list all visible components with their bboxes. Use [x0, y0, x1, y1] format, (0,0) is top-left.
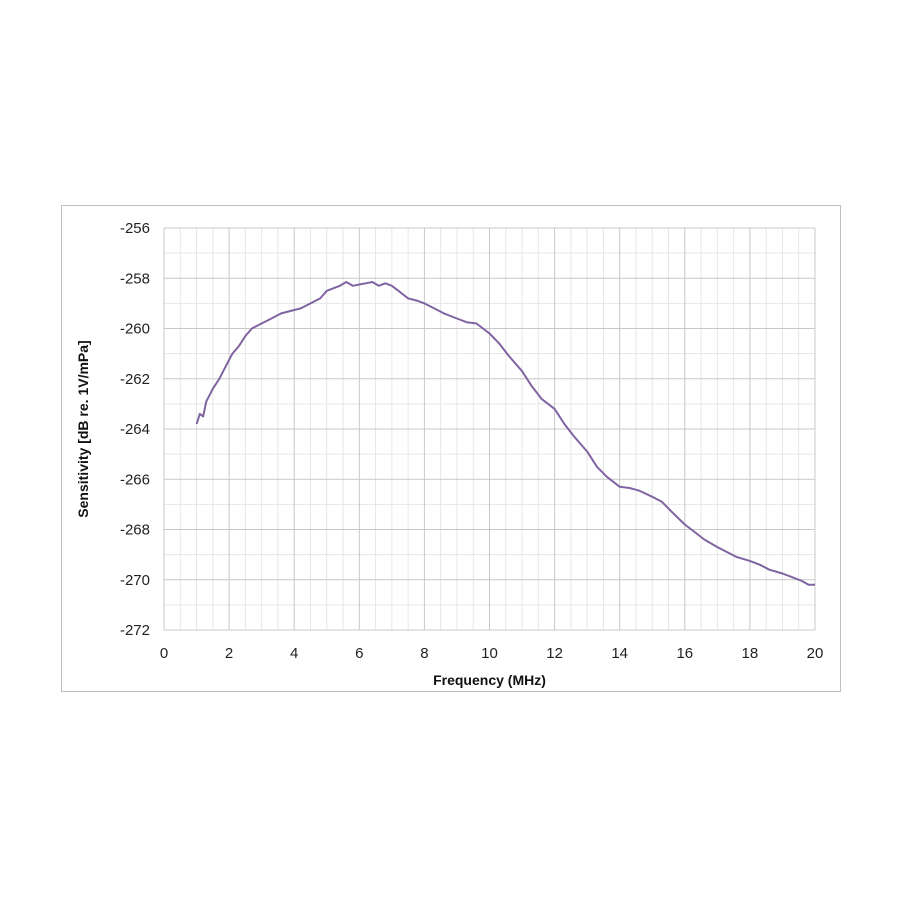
y-tick-label: -258 — [120, 270, 150, 287]
x-tick-label: 0 — [160, 645, 168, 662]
major-gridlines — [163, 227, 816, 631]
series-line-0 — [195, 281, 815, 586]
x-tick-label: 16 — [676, 645, 693, 662]
y-tick-label: -270 — [120, 572, 150, 589]
y-tick-label: -264 — [120, 421, 150, 438]
x-tick-label: 4 — [290, 645, 298, 662]
y-tick-label: -260 — [120, 321, 150, 338]
x-tick-label: 6 — [355, 645, 363, 662]
x-axis-title: Frequency (MHz) — [433, 672, 546, 688]
y-tick-label: -256 — [120, 220, 150, 237]
y-tick-label: -262 — [120, 371, 150, 388]
y-tick-label: -272 — [120, 622, 150, 639]
x-axis-ticks: 0 2 4 6 8 10 12 14 16 18 20 — [160, 645, 824, 662]
x-tick-label: 14 — [611, 645, 628, 662]
y-axis-title: Sensitivity [dB re. 1V/mPa] — [75, 340, 91, 517]
x-tick-label: 20 — [807, 645, 824, 662]
y-tick-label: -266 — [120, 471, 150, 488]
x-tick-label: 8 — [420, 645, 428, 662]
y-axis-ticks: -256 -258 -260 -262 -264 -266 -268 -270 -272 — [120, 220, 150, 639]
x-tick-label: 12 — [546, 645, 563, 662]
series-layer — [195, 281, 815, 586]
chart-frame: 0 2 4 6 8 10 12 14 16 18 20 -256 -258 -260 -262 -264 -2… — [61, 205, 841, 692]
x-tick-label: 18 — [742, 645, 759, 662]
x-tick-label: 2 — [225, 645, 233, 662]
x-tick-label: 10 — [481, 645, 498, 662]
line-chart: 0 2 4 6 8 10 12 14 16 18 20 -256-258-260-262-264-2… — [75, 220, 824, 688]
y-tick-label: -268 — [120, 522, 150, 539]
